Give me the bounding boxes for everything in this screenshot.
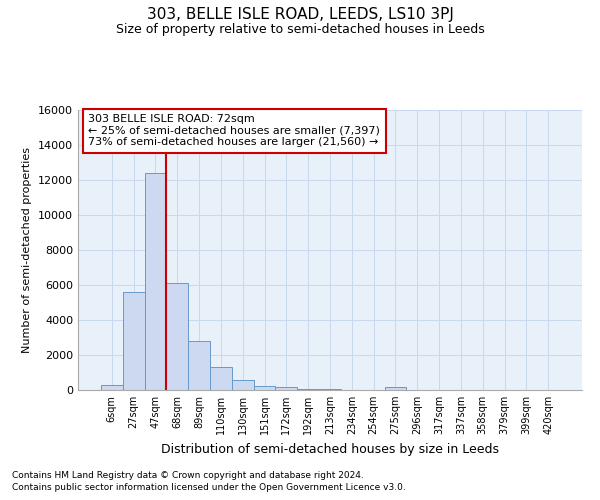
Bar — [166, 283, 188, 390]
Bar — [254, 386, 275, 390]
Text: Size of property relative to semi-detached houses in Leeds: Size of property relative to semi-detach… — [116, 22, 484, 36]
Bar — [188, 341, 210, 390]
Text: Distribution of semi-detached houses by size in Leeds: Distribution of semi-detached houses by … — [161, 442, 499, 456]
Bar — [101, 385, 123, 390]
Bar — [145, 173, 166, 390]
Bar — [297, 388, 319, 390]
Text: Contains public sector information licensed under the Open Government Licence v3: Contains public sector information licen… — [12, 484, 406, 492]
Text: 303, BELLE ISLE ROAD, LEEDS, LS10 3PJ: 303, BELLE ISLE ROAD, LEEDS, LS10 3PJ — [146, 8, 454, 22]
Bar — [385, 388, 406, 390]
Bar — [123, 292, 145, 390]
Bar — [232, 380, 254, 390]
Bar — [319, 389, 341, 390]
Text: 303 BELLE ISLE ROAD: 72sqm
← 25% of semi-detached houses are smaller (7,397)
73%: 303 BELLE ISLE ROAD: 72sqm ← 25% of semi… — [88, 114, 380, 148]
Text: Contains HM Land Registry data © Crown copyright and database right 2024.: Contains HM Land Registry data © Crown c… — [12, 471, 364, 480]
Bar — [210, 367, 232, 390]
Bar — [275, 388, 297, 390]
Y-axis label: Number of semi-detached properties: Number of semi-detached properties — [22, 147, 32, 353]
